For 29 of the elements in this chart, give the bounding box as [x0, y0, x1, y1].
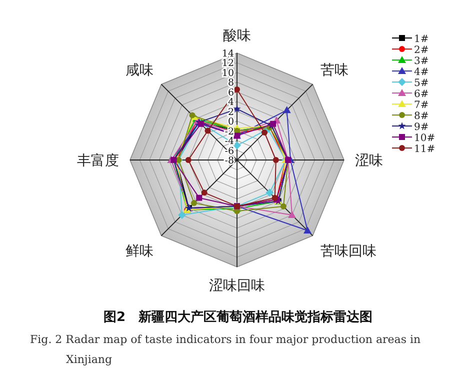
spoke-label: 鲜味 [125, 244, 154, 260]
spoke-label: 涩味 [355, 153, 384, 169]
y-tick-label: -2 [224, 126, 234, 138]
legend-label: 1# [414, 34, 429, 45]
text: 图2 新疆四大产区葡萄酒样品味觉指标雷达图 [102, 308, 374, 326]
legend-label: 9# [414, 122, 429, 133]
legend-label: 5# [414, 78, 429, 89]
text: Fig. 2 Radar map of taste indicators in four major production areas in Xinjiang [30, 332, 422, 368]
y-tick-label: 6 [228, 87, 234, 98]
legend-label: 10# [414, 133, 436, 144]
spoke-label: 咸味 [125, 62, 154, 78]
spoke-label: 苦味回味 [320, 244, 377, 260]
legend-label: 4# [414, 67, 429, 78]
y-tick-label: 8 [228, 78, 234, 89]
spoke-label: 丰富度 [76, 153, 119, 169]
legend-label: 7# [414, 100, 429, 111]
legend-label: 6# [414, 89, 429, 100]
spoke-label: 涩味回味 [209, 278, 265, 294]
y-tick-label: 4 [228, 97, 234, 108]
legend-label: 11# [414, 144, 436, 155]
y-tick-label: 10 [222, 68, 234, 79]
legend-label: 8# [414, 111, 429, 122]
spoke-label: 苦味 [320, 62, 349, 78]
y-tick-label: 12 [222, 58, 234, 70]
legend-label: 3# [414, 56, 429, 67]
spoke-label: 酸味 [223, 28, 251, 44]
y-tick-label: 0 [228, 116, 234, 128]
y-tick-label: 14 [222, 48, 234, 60]
legend-label: 2# [414, 45, 429, 56]
